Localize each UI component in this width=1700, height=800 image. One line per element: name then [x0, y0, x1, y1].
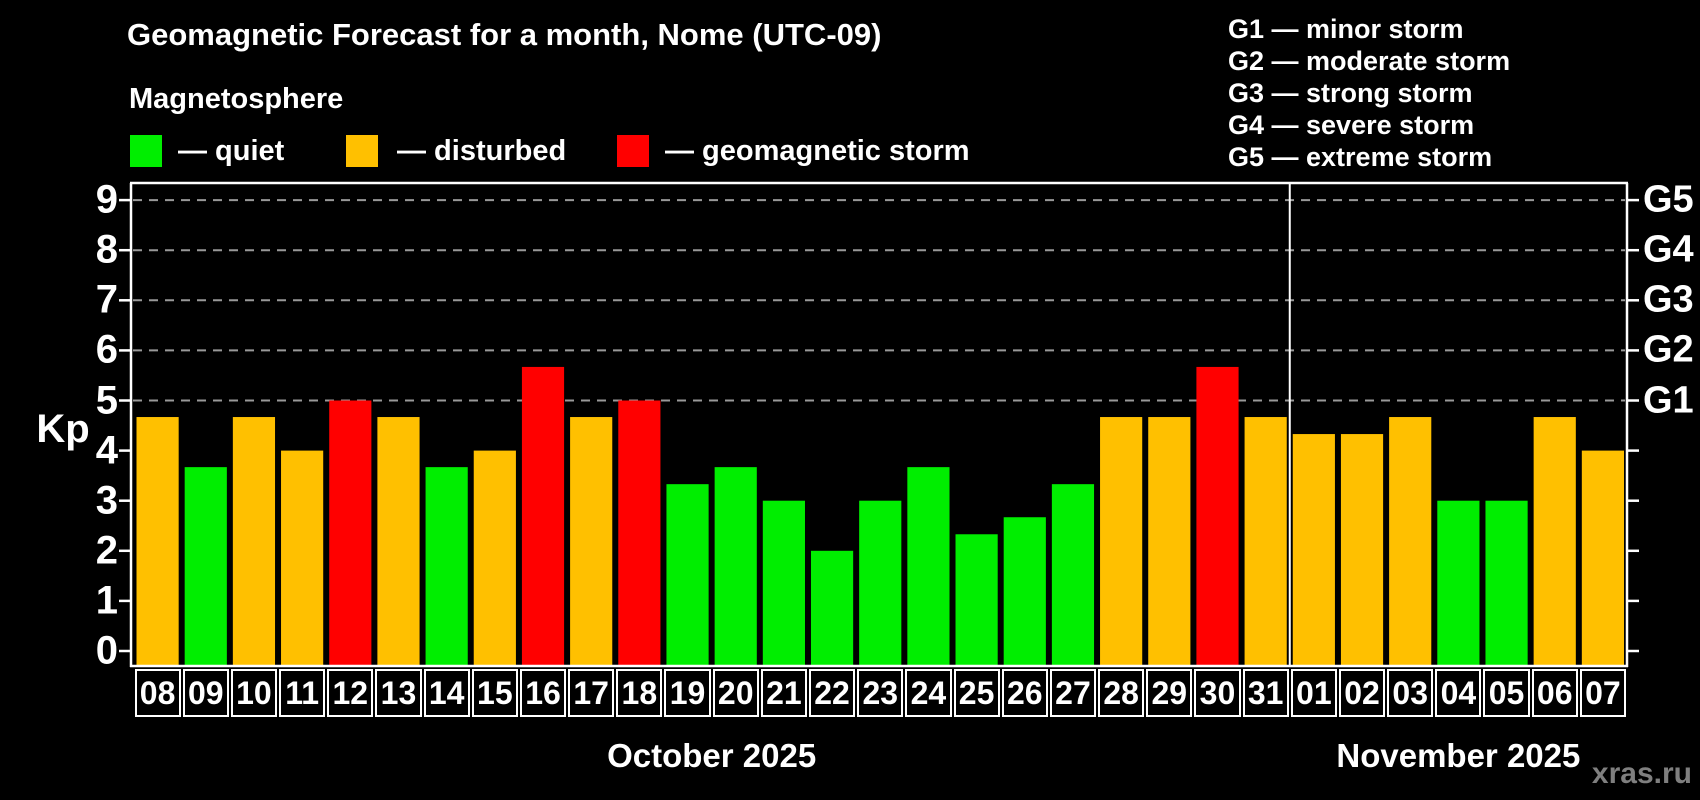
day-label-31: 31 — [1242, 669, 1289, 717]
day-label-18: 18 — [616, 669, 663, 717]
bar-day-05 — [1485, 500, 1528, 666]
day-label-17: 17 — [568, 669, 615, 717]
bar-day-21 — [762, 500, 805, 666]
bar-day-27 — [1051, 484, 1095, 666]
bar-day-20 — [714, 467, 757, 666]
quiet-legend-label: — quiet — [178, 135, 285, 167]
bar-day-12 — [329, 400, 372, 666]
page-title: Geomagnetic Forecast for a month, Nome (… — [127, 17, 882, 52]
disturbed-legend-swatch — [346, 135, 378, 167]
day-label-16: 16 — [519, 669, 567, 717]
bar-day-24 — [907, 467, 950, 666]
bar-day-15 — [473, 450, 516, 666]
g-tick-label-g3: G3 — [1643, 278, 1694, 321]
g-tick-label-g1: G1 — [1643, 379, 1694, 421]
g-tick-label-g5: G5 — [1643, 178, 1694, 221]
kp-tick-label-0: 0 — [95, 628, 118, 673]
month-label-october: October 2025 — [607, 737, 817, 774]
day-label-27: 27 — [1049, 669, 1097, 717]
watermark: xras.ru — [1591, 757, 1692, 790]
bar-day-02 — [1340, 434, 1384, 666]
day-label-13: 13 — [375, 669, 422, 717]
g2-legend-line: G2 — moderate storm — [1228, 46, 1511, 76]
month-label-november: November 2025 — [1336, 737, 1581, 774]
kp-tick-label-8: 8 — [95, 227, 118, 272]
day-label-11: 11 — [279, 669, 326, 717]
storm-legend-label: — geomagnetic storm — [665, 135, 970, 167]
g-tick-label-g4: G4 — [1643, 228, 1694, 271]
day-label-25: 25 — [953, 669, 1000, 717]
bar-day-01 — [1292, 434, 1335, 666]
kp-tick-label-4: 4 — [95, 428, 118, 473]
kp-tick-label-1: 1 — [95, 578, 118, 623]
day-label-20: 20 — [712, 669, 759, 717]
g4-legend-line: G4 — severe storm — [1228, 110, 1475, 140]
day-label-10: 10 — [230, 669, 278, 717]
day-label-09: 09 — [182, 669, 229, 717]
day-label-15: 15 — [471, 669, 518, 717]
kp-axis-title: Kp — [36, 407, 90, 451]
day-label-12: 12 — [327, 669, 374, 717]
day-label-03: 03 — [1387, 669, 1434, 717]
bar-day-29 — [1148, 417, 1191, 666]
day-label-01: 01 — [1290, 669, 1337, 717]
storm-legend-swatch — [617, 135, 649, 167]
bar-day-07 — [1581, 450, 1624, 666]
bar-day-18 — [618, 400, 661, 666]
bar-day-10 — [232, 417, 276, 666]
kp-tick-label-6: 6 — [95, 327, 118, 372]
bar-day-17 — [570, 417, 613, 666]
bar-day-30 — [1196, 366, 1239, 666]
bar-day-16 — [521, 366, 565, 666]
day-label-22: 22 — [808, 669, 856, 717]
day-label-06: 06 — [1531, 669, 1578, 717]
bar-day-28 — [1100, 417, 1143, 666]
g3-legend-line: G3 — strong storm — [1228, 78, 1473, 108]
day-label-08: 08 — [134, 669, 181, 717]
day-label-23: 23 — [857, 669, 904, 717]
kp-tick-label-2: 2 — [95, 528, 118, 573]
kp-tick-label-5: 5 — [95, 378, 118, 422]
bar-day-03 — [1389, 417, 1432, 666]
day-label-21: 21 — [760, 669, 807, 717]
bar-day-19 — [666, 484, 709, 666]
bar-day-23 — [859, 500, 902, 666]
bar-day-31 — [1244, 417, 1287, 666]
bar-day-14 — [425, 467, 468, 666]
g1-legend-line: G1 — minor storm — [1228, 14, 1464, 44]
kp-tick-label-9: 9 — [95, 177, 118, 222]
bar-day-13 — [377, 417, 420, 666]
bar-day-08 — [136, 417, 179, 666]
bar-day-09 — [184, 467, 227, 666]
bar-day-22 — [810, 550, 854, 666]
day-label-28: 28 — [1098, 669, 1145, 717]
bar-day-25 — [955, 534, 998, 666]
day-label-19: 19 — [664, 669, 711, 717]
kp-tick-label-3: 3 — [95, 478, 118, 523]
disturbed-legend-label: — disturbed — [397, 135, 567, 167]
kp-tick-label-7: 7 — [95, 277, 118, 322]
g-tick-label-g2: G2 — [1643, 328, 1694, 371]
day-label-14: 14 — [423, 669, 470, 717]
day-label-29: 29 — [1146, 669, 1193, 717]
day-label-24: 24 — [905, 669, 952, 717]
quiet-legend-swatch — [130, 135, 162, 167]
magnetosphere-label: Magnetosphere — [129, 83, 344, 115]
bar-day-06 — [1533, 417, 1576, 666]
day-label-26: 26 — [1001, 669, 1048, 717]
g-scale-legend: G1 — minor storm G2 — moderate storm G3 … — [1228, 13, 1510, 173]
day-label-07: 07 — [1579, 669, 1626, 717]
day-label-30: 30 — [1194, 669, 1241, 717]
bar-day-04 — [1437, 500, 1480, 666]
g5-legend-line: G5 — extreme storm — [1228, 142, 1493, 172]
bar-day-11 — [281, 450, 324, 666]
day-label-02: 02 — [1338, 669, 1386, 717]
day-label-04: 04 — [1435, 669, 1482, 717]
day-label-05: 05 — [1483, 669, 1530, 717]
bar-day-26 — [1003, 517, 1046, 666]
